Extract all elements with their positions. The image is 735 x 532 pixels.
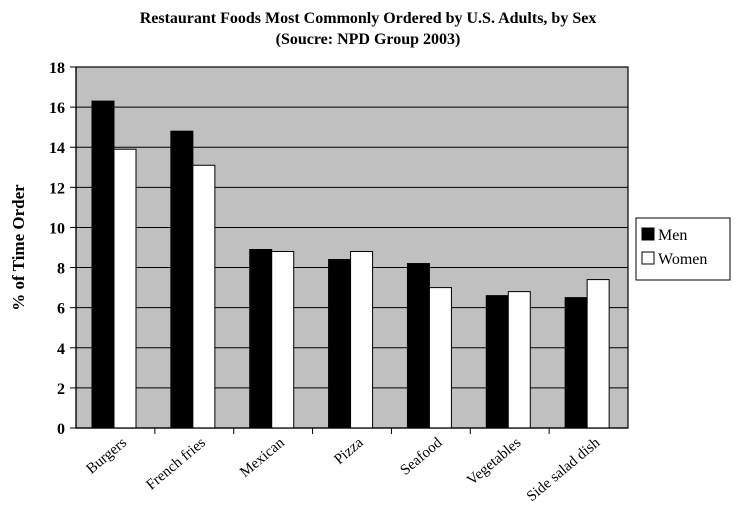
category-label: Seafood [397, 434, 445, 478]
legend-label-women: Women [658, 251, 707, 268]
bar-men-burgers [91, 100, 115, 429]
legend-label-men: Men [658, 227, 687, 244]
bar-women-burgers [113, 148, 137, 429]
y-tick-label: 8 [57, 261, 65, 278]
y-tick-label: 18 [49, 60, 65, 77]
category-label: Pizza [331, 435, 366, 468]
y-tick-label: 16 [49, 100, 65, 117]
y-tick-label: 2 [57, 381, 65, 398]
category-label: Vegetables [464, 435, 524, 489]
bar-men-mexican [249, 249, 273, 429]
legend: Men Women [635, 217, 731, 281]
chart-title: Restaurant Foods Most Commonly Ordered b… [140, 10, 597, 27]
gridlines [76, 66, 628, 389]
chart-subtitle: (Soucre: NPD Group 2003) [276, 31, 461, 48]
category-label: Mexican [237, 434, 288, 480]
bar-women-french-fries [192, 164, 216, 429]
bar-men-french-fries [170, 130, 194, 429]
bar-women-seafood [428, 287, 452, 429]
y-tick-labels: 0 2 4 6 8 10 12 14 16 18 [49, 60, 65, 438]
y-tick-label: 10 [49, 220, 65, 237]
bar-women-side-salad-dish [586, 279, 610, 429]
y-tick-label: 12 [49, 180, 65, 197]
y-tick-label: 6 [57, 301, 65, 318]
category-label: Burgers [84, 435, 131, 478]
bar-women-mexican [271, 251, 295, 429]
bar-men-seafood [406, 263, 430, 429]
bar-men-pizza [328, 259, 352, 429]
bar-men-vegetables [485, 295, 509, 429]
legend-swatch-women [641, 251, 655, 265]
category-label: French fries [143, 435, 209, 494]
bar-women-pizza [350, 251, 374, 429]
category-label: Side salad dish [524, 434, 604, 504]
category-labels: Burgers French fries Mexican Pizza Seafood Ve… [84, 434, 604, 504]
axes [70, 66, 628, 434]
bars [91, 100, 610, 429]
legend-swatch-men [641, 227, 655, 241]
bar-women-vegetables [507, 291, 531, 429]
y-tick-label: 14 [49, 140, 65, 157]
y-axis-label: % of Time Order [9, 184, 28, 311]
bar-men-side-salad-dish [564, 297, 588, 429]
y-tick-label: 4 [57, 341, 65, 358]
y-tick-label: 0 [57, 421, 65, 438]
